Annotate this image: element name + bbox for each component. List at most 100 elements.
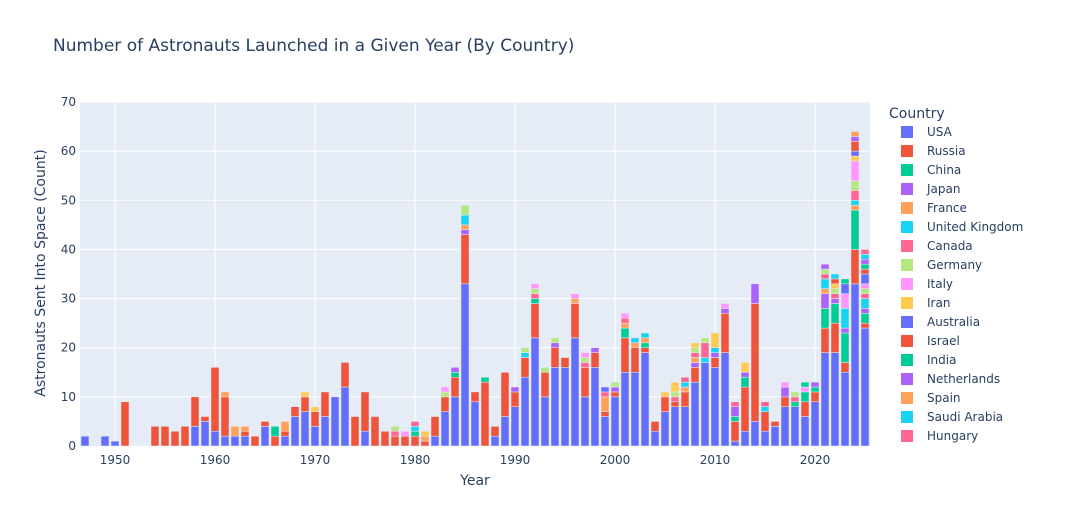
bar-segment-usa-1993[interactable] bbox=[540, 396, 550, 447]
bar-segment-netherlands-2021[interactable] bbox=[820, 263, 830, 270]
bar-segment-germany-2009[interactable] bbox=[700, 337, 710, 344]
bar-segment-russia-1957[interactable] bbox=[180, 426, 190, 447]
bar-segment-france-1963[interactable] bbox=[240, 426, 250, 432]
bar-segment-japan-2022[interactable] bbox=[830, 298, 840, 304]
bar-segment-china-1992[interactable] bbox=[530, 298, 540, 304]
bar-segment-usa-1990[interactable] bbox=[510, 406, 520, 447]
bar-segment-usa-1975[interactable] bbox=[360, 431, 370, 447]
bar-segment-usa-2022[interactable] bbox=[830, 352, 840, 447]
bar-segment-japan-1985[interactable] bbox=[460, 229, 470, 235]
bar-segment-iran-2008[interactable] bbox=[690, 342, 700, 348]
bar-segment-russia-1995[interactable] bbox=[560, 357, 570, 368]
bar-segment-usa-1999[interactable] bbox=[600, 416, 610, 447]
bar-segment-canada-1997[interactable] bbox=[580, 362, 590, 368]
bar-segment-russia-2024[interactable] bbox=[850, 249, 860, 285]
bar-segment-russia-1954[interactable] bbox=[150, 426, 160, 447]
bar-segment-china-2013[interactable] bbox=[740, 376, 750, 388]
bar-segment-usa-1967[interactable] bbox=[280, 435, 290, 447]
bar-segment-china-2012[interactable] bbox=[730, 416, 740, 422]
legend-item-usa[interactable]: USA bbox=[901, 125, 953, 139]
legend-item-canada[interactable]: Canada bbox=[901, 239, 973, 253]
bar-segment-russia-1993[interactable] bbox=[540, 372, 550, 398]
bar-segment-russia-1984[interactable] bbox=[450, 376, 460, 398]
bar-segment-usa-2010[interactable] bbox=[710, 367, 720, 447]
bar-segment-usa-2004[interactable] bbox=[650, 431, 660, 447]
legend-item-spain[interactable]: Spain bbox=[901, 391, 961, 405]
bar-segment-usa-2015[interactable] bbox=[760, 431, 770, 447]
bar-segment-usa-2001[interactable] bbox=[620, 372, 630, 447]
bar-segment-japan-2021[interactable] bbox=[820, 293, 830, 309]
bar-segment-russia-2011[interactable] bbox=[720, 313, 730, 353]
bar-segment-russia-1961[interactable] bbox=[220, 396, 230, 437]
bar-segment-united-kingdom-2023[interactable] bbox=[840, 308, 850, 329]
bar-segment-russia-2007[interactable] bbox=[680, 391, 690, 407]
bar-segment-france-2007[interactable] bbox=[680, 386, 690, 393]
bar-segment-russia-1955[interactable] bbox=[160, 426, 170, 447]
bar-segment-china-2003[interactable] bbox=[640, 342, 650, 348]
bar-segment-germany-2006[interactable] bbox=[670, 391, 680, 398]
bar-segment-china-2018[interactable] bbox=[790, 401, 800, 407]
bar-segment-usa-2002[interactable] bbox=[630, 372, 640, 447]
bar-segment-germany-1985[interactable] bbox=[460, 204, 470, 216]
bar-segment-italy-2011[interactable] bbox=[720, 303, 730, 309]
legend-item-italy[interactable]: Italy bbox=[901, 277, 953, 291]
bar-segment-usa-2008[interactable] bbox=[690, 381, 700, 447]
bar-segment-india-2019[interactable] bbox=[800, 381, 810, 388]
bar-segment-russia-2015[interactable] bbox=[760, 411, 770, 432]
bar-segment-usa-1994[interactable] bbox=[550, 367, 560, 447]
legend-item-germany[interactable]: Germany bbox=[901, 258, 982, 272]
bar-segment-france-1961[interactable] bbox=[220, 391, 230, 398]
bar-segment-russia-1998[interactable] bbox=[590, 352, 600, 368]
bar-segment-india-2023[interactable] bbox=[840, 278, 850, 285]
bar-segment-japan-2000[interactable] bbox=[610, 386, 620, 393]
bar-segment-usa-2006[interactable] bbox=[670, 406, 680, 447]
bar-segment-japan-2010[interactable] bbox=[710, 352, 720, 358]
bar-segment-japan-2008[interactable] bbox=[690, 362, 700, 368]
bar-segment-china-1984[interactable] bbox=[450, 372, 460, 378]
bar-segment-canada-2024[interactable] bbox=[850, 190, 860, 201]
bar-segment-russia-1976[interactable] bbox=[370, 416, 380, 447]
bar-segment-usa-2017[interactable] bbox=[780, 406, 790, 447]
bar-segment-germany-2000[interactable] bbox=[610, 381, 620, 388]
bar-segment-russia-1991[interactable] bbox=[520, 357, 530, 378]
bar-segment-canada-1980[interactable] bbox=[410, 421, 420, 427]
bar-segment-canada-2018[interactable] bbox=[790, 396, 800, 403]
bar-segment-china-2019[interactable] bbox=[800, 391, 810, 403]
bar-segment-china-1966[interactable] bbox=[270, 426, 280, 437]
bar-segment-iran-2024[interactable] bbox=[850, 155, 860, 162]
bar-segment-japan-1994[interactable] bbox=[550, 342, 560, 348]
legend-item-netherlands[interactable]: Netherlands bbox=[901, 372, 1000, 386]
bar-segment-united-kingdom-2002[interactable] bbox=[630, 337, 640, 344]
bar-segment-france-1996[interactable] bbox=[570, 298, 580, 304]
bar-segment-spain-2024[interactable] bbox=[850, 131, 860, 137]
bar-segment-japan-2023[interactable] bbox=[840, 327, 850, 334]
bar-segment-japan-2011[interactable] bbox=[720, 308, 730, 314]
bar-segment-iran-2010[interactable] bbox=[710, 332, 720, 348]
bar-segment-russia-1973[interactable] bbox=[340, 362, 350, 388]
bar-segment-canada-2006[interactable] bbox=[670, 396, 680, 403]
bar-segment-russia-2005[interactable] bbox=[660, 396, 670, 412]
bar-segment-russia-1980[interactable] bbox=[410, 435, 420, 447]
bar-segment-saudi-arabia-2025[interactable] bbox=[860, 254, 870, 260]
bar-segment-france-2001[interactable] bbox=[620, 322, 630, 329]
bar-segment-russia-1960[interactable] bbox=[210, 367, 220, 432]
bar-segment-usa-2013[interactable] bbox=[740, 431, 750, 447]
bar-segment-russia-1985[interactable] bbox=[460, 234, 470, 285]
bar-segment-usa-2016[interactable] bbox=[770, 426, 780, 447]
bar-segment-usa-1949[interactable] bbox=[100, 435, 110, 447]
bar-segment-usa-2012[interactable] bbox=[730, 440, 740, 447]
bar-segment-china-2023[interactable] bbox=[840, 332, 850, 363]
bar-segment-iran-1970[interactable] bbox=[310, 406, 320, 412]
bar-segment-germany-1978[interactable] bbox=[390, 426, 400, 432]
legend-item-china[interactable]: China bbox=[901, 163, 961, 177]
bar-segment-russia-2016[interactable] bbox=[770, 421, 780, 427]
bar-segment-usa-1970[interactable] bbox=[310, 426, 320, 447]
bar-segment-germany-1983[interactable] bbox=[440, 391, 450, 398]
bar-segment-china-2021[interactable] bbox=[820, 308, 830, 329]
bar-segment-usa-1997[interactable] bbox=[580, 396, 590, 447]
bar-segment-usa-2019[interactable] bbox=[800, 416, 810, 447]
bar-segment-russia-2014[interactable] bbox=[750, 303, 760, 422]
legend-item-iran[interactable]: Iran bbox=[901, 296, 950, 310]
bar-segment-germany-2024[interactable] bbox=[850, 180, 860, 191]
legend-item-hungary[interactable]: Hungary bbox=[901, 429, 978, 443]
